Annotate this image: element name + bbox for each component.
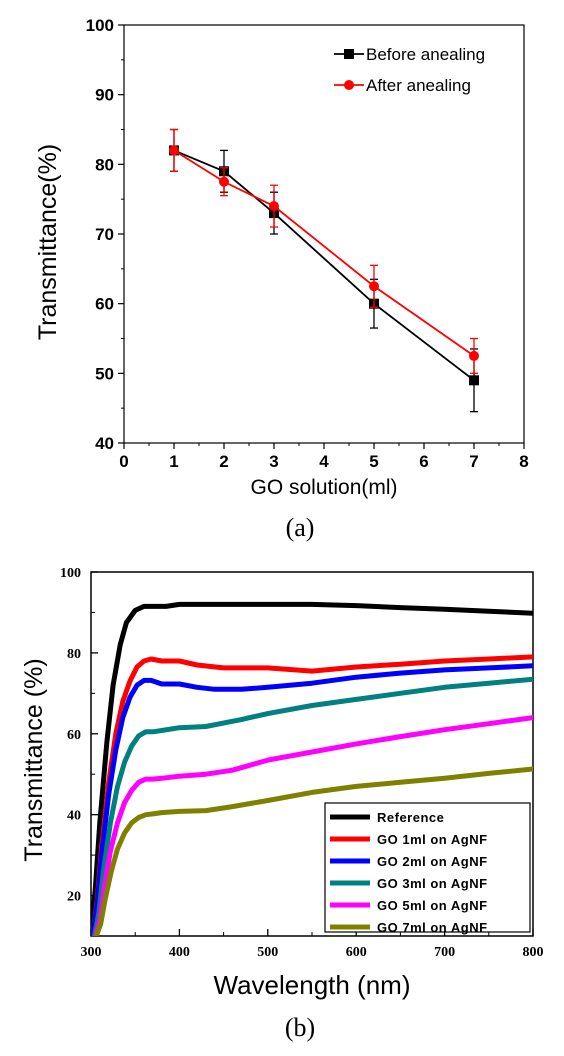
data-point xyxy=(219,176,229,187)
series-line-2 xyxy=(91,663,533,936)
series-line-4 xyxy=(92,715,533,936)
legend-label: GO 5ml on AgNF xyxy=(377,898,488,913)
x-tick-label: 4 xyxy=(319,452,329,471)
x-tick-label: 8 xyxy=(519,452,528,471)
x-tick-label: 600 xyxy=(346,945,367,960)
y-tick-label: 90 xyxy=(95,86,114,105)
legend-label: Reference xyxy=(377,810,444,825)
series-line xyxy=(173,149,475,357)
legend: Before anealing After anealing xyxy=(334,45,485,95)
x-tick-label: 400 xyxy=(169,945,190,960)
x-tick-label: 3 xyxy=(269,452,278,471)
x-tick-label: 6 xyxy=(419,452,428,471)
series-line xyxy=(173,149,475,382)
caption-b: (b) xyxy=(285,1013,315,1042)
x-tick-label: 800 xyxy=(523,945,544,960)
series-line-5 xyxy=(93,766,533,936)
x-tick-label: 500 xyxy=(257,945,278,960)
legend-box xyxy=(324,802,531,933)
y-tick-label: 80 xyxy=(95,155,114,174)
x-tick-label: 1 xyxy=(169,452,178,471)
x-tick-label: 700 xyxy=(434,945,455,960)
series-0 xyxy=(169,128,479,413)
y-tick-label: 20 xyxy=(67,890,81,905)
y-tick-label: 100 xyxy=(60,566,81,581)
plot-area xyxy=(91,601,533,936)
legend-marker xyxy=(344,80,354,90)
x-tick-label: 2 xyxy=(219,452,228,471)
chart-a: 0 1 2 3 4 5 6 7 8 40 50 60 70 80 90 100 GO solution(ml) T… xyxy=(0,0,564,500)
y-tick-label: 80 xyxy=(67,647,81,662)
y-tick-label: 60 xyxy=(67,728,81,743)
series-line-0 xyxy=(91,601,533,936)
y-tick-label: 40 xyxy=(95,434,114,453)
y-tick-label: 50 xyxy=(95,364,114,383)
data-point xyxy=(469,375,479,386)
legend: Reference GO 1ml on AgNF GO 2ml on AgNF GO … xyxy=(324,802,531,935)
y-axis-label: Transmittance (%) xyxy=(20,658,48,861)
y-axis-label: Transmittance(%) xyxy=(34,144,62,340)
data-point xyxy=(469,350,479,361)
legend-label: GO 1ml on AgNF xyxy=(377,832,488,847)
data-point xyxy=(169,145,179,156)
series-1 xyxy=(169,128,479,374)
legend-label: Before anealing xyxy=(366,45,485,64)
legend-label: GO 3ml on AgNF xyxy=(377,876,488,891)
x-tick-label: 300 xyxy=(81,945,102,960)
chart-b-canvas: 300 400 500 600 700 800 20 40 60 80 100 Wavelength … xyxy=(20,513,544,1042)
y-tick-label: 60 xyxy=(95,295,114,314)
y-tick-label: 70 xyxy=(95,225,114,244)
y-tick-label: 100 xyxy=(86,16,114,35)
legend-label: GO 7ml on AgNF xyxy=(377,920,488,935)
legend-label: GO 2ml on AgNF xyxy=(377,854,488,869)
legend-label: After anealing xyxy=(366,76,471,95)
x-tick-label: 5 xyxy=(369,452,378,471)
y-tick-label: 40 xyxy=(67,809,81,824)
x-tick-label: 7 xyxy=(469,452,478,471)
data-point xyxy=(269,201,279,212)
x-axis-label: Wavelength (nm) xyxy=(214,970,411,1000)
series-line-3 xyxy=(92,676,533,936)
data-point xyxy=(369,281,379,292)
chart-a-canvas: 0 1 2 3 4 5 6 7 8 40 50 60 70 80 90 100 GO solution(ml) T… xyxy=(34,16,529,499)
x-tick-label: 0 xyxy=(119,452,128,471)
caption-a: (a) xyxy=(286,513,315,542)
chart-b: 300 400 500 600 700 800 20 40 60 80 100 Wavelength … xyxy=(0,500,564,1051)
x-axis-label: GO solution(ml) xyxy=(250,476,397,499)
legend-marker xyxy=(344,49,354,59)
